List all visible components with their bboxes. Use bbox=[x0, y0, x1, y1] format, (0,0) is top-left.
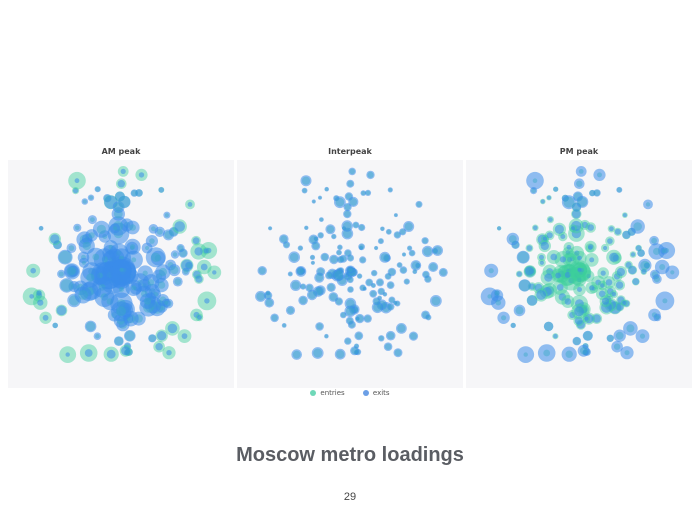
panel-interpeak: Interpeak bbox=[237, 144, 463, 388]
panel-title: PM peak bbox=[559, 147, 599, 156]
panel-title: Interpeak bbox=[328, 147, 372, 156]
chart-legend: entries exits bbox=[0, 389, 700, 397]
panel-pm-peak: PM peak bbox=[466, 144, 692, 388]
entries-dot-icon bbox=[310, 390, 317, 396]
page-number: 29 bbox=[343, 491, 357, 503]
legend-item-entries[interactable]: entries bbox=[310, 389, 345, 397]
bubble-map-interpeak[interactable] bbox=[237, 160, 463, 388]
slide-title: Moscow metro loadings bbox=[236, 444, 464, 466]
exits-dot-icon bbox=[362, 390, 369, 396]
legend-item-exits[interactable]: exits bbox=[362, 389, 390, 397]
bubble-map-am[interactable] bbox=[8, 160, 234, 388]
bubble-map-pm[interactable] bbox=[466, 160, 692, 388]
panel-am-peak: AM peak bbox=[8, 144, 234, 388]
panel-title: AM peak bbox=[101, 147, 141, 156]
